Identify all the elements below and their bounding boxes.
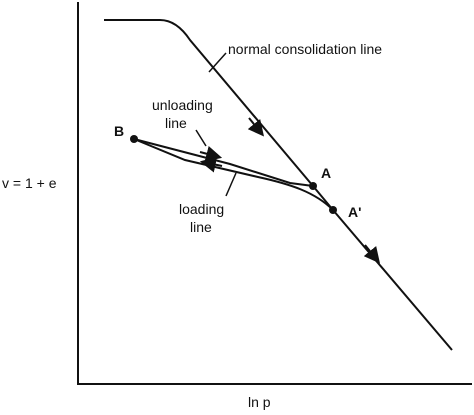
unloading-label-line2: line	[165, 115, 187, 131]
point-a-label: A	[321, 165, 331, 181]
point-a	[309, 182, 317, 190]
y-axis-label: v = 1 + e	[2, 175, 57, 191]
loading-arrow	[199, 146, 223, 162]
point-a-prime	[329, 206, 337, 214]
ncl-label: normal consolidation line	[228, 41, 382, 57]
unloading-label-line1: unloading	[152, 97, 213, 113]
point-b	[130, 135, 138, 143]
loading-curve	[133, 138, 334, 211]
unloading-arrow	[199, 156, 223, 173]
loading-label-line1: loading	[179, 201, 224, 217]
x-axis-label: ln p	[248, 394, 271, 410]
ncl-arrow-upper	[247, 117, 265, 137]
point-b-label: B	[114, 123, 124, 139]
point-a-prime-label: A'	[348, 204, 361, 220]
loading-label-line2: line	[190, 219, 212, 235]
ncl-arrow-lower	[363, 244, 381, 264]
normal-consolidation-line	[104, 19, 453, 351]
unloading-curve	[133, 138, 314, 187]
loading-leader	[225, 172, 237, 197]
unloading-leader	[195, 129, 207, 147]
ncl-label-leader	[208, 52, 227, 73]
